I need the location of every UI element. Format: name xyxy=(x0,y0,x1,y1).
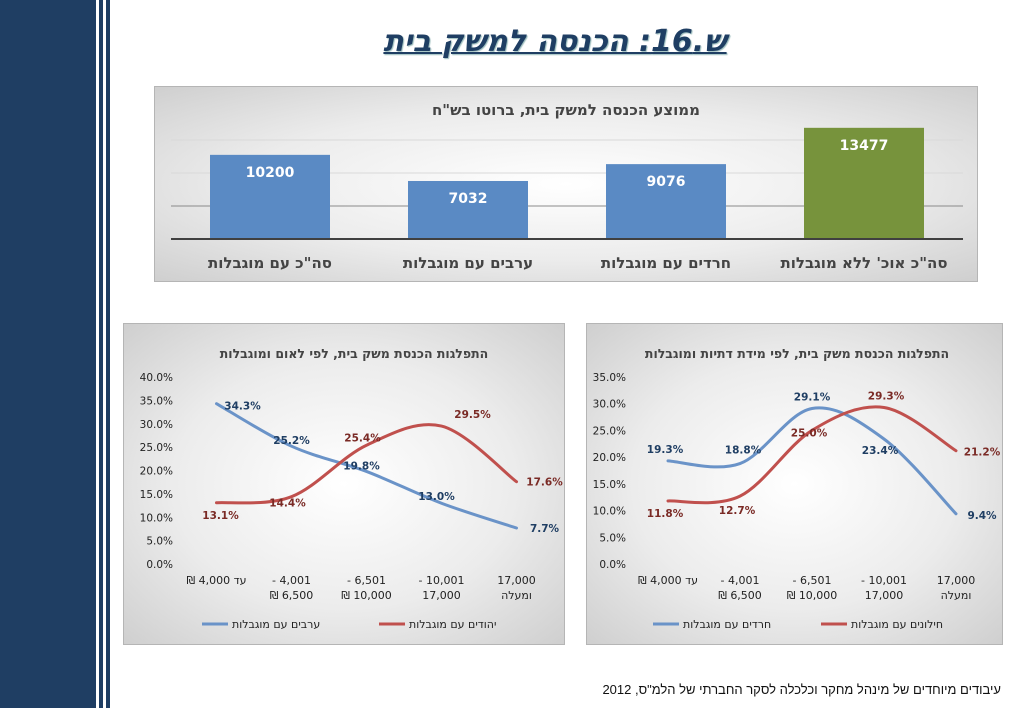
y-tick-label: 10.0% xyxy=(593,506,626,518)
bar-value-label: 13477 xyxy=(840,138,889,154)
data-label: 21.2% xyxy=(964,447,1001,459)
series-line xyxy=(215,423,518,505)
category-label: חרדים עם מוגבלות xyxy=(601,254,731,272)
bar-chart: ממוצע הכנסה למשק בית, ברוטו בש"ח 10200 סה"… xyxy=(171,101,963,272)
data-label: 7.7% xyxy=(530,523,560,535)
y-tick-label: 35.0% xyxy=(593,372,626,384)
chart-title: ממוצע הכנסה למשק בית, ברוטו בש"ח xyxy=(432,101,700,119)
x-tick-label: 17,000 ומעלה xyxy=(497,574,536,602)
x-tick-label: 4,001 -6,500 ₪ xyxy=(718,574,762,602)
y-tick-label: 0.0% xyxy=(146,559,173,571)
data-label: 13.1% xyxy=(202,510,239,522)
data-label: 19.3% xyxy=(647,444,684,456)
x-tick-label: 6,501 -10,000 ₪ xyxy=(341,574,392,602)
y-tick-label: 15.0% xyxy=(593,479,626,491)
data-label: 23.4% xyxy=(862,445,899,457)
bar xyxy=(606,164,726,239)
chart-title: התפלגות הכנסת משק בית, לפי לאום ומוגבלות xyxy=(220,346,488,361)
x-tick-label: 10,001 -17,000 xyxy=(419,574,465,602)
footnote: עיבודים מיוחדים של מינהל מחקר וכלכלה לסק… xyxy=(602,682,1001,697)
data-label: 11.8% xyxy=(647,508,684,520)
y-tick-label: 0.0% xyxy=(599,559,626,571)
sidebar-stripe-2 xyxy=(106,0,110,708)
data-label: 29.5% xyxy=(454,409,491,421)
x-tick-label: עד 4,000 ₪ xyxy=(186,574,246,587)
data-label: 25.4% xyxy=(344,432,381,444)
bar xyxy=(804,127,924,239)
data-label: 29.1% xyxy=(794,392,831,404)
data-label: 12.7% xyxy=(719,505,756,517)
data-label: 9.4% xyxy=(967,510,997,522)
y-tick-label: 30.0% xyxy=(140,419,173,431)
x-tick-label: 10,001 -17,000 xyxy=(861,574,907,602)
nationality-line-chart-panel: התפלגות הכנסת משק בית, לפי לאום ומוגבלות… xyxy=(123,323,565,645)
y-tick-label: 20.0% xyxy=(140,466,173,478)
y-tick-label: 20.0% xyxy=(593,452,626,464)
data-label: 29.3% xyxy=(868,390,905,402)
x-tick-label: 4,001 -6,500 ₪ xyxy=(270,574,314,602)
y-tick-label: 25.0% xyxy=(140,442,173,454)
chart-title: התפלגות הכנסת משק בית, לפי מידת דתיות ומ… xyxy=(645,346,949,361)
bar xyxy=(408,180,528,239)
bar-chart-panel: ממוצע הכנסה למשק בית, ברוטו בש"ח 10200 סה"… xyxy=(154,86,978,282)
legend-label: ערבים עם מוגבלות xyxy=(232,618,320,631)
sidebar-stripe xyxy=(99,0,103,708)
sidebar-band xyxy=(0,0,96,708)
legend-label: חילונים עם מוגבלות xyxy=(851,618,943,631)
category-label: סה"כ אוכ' ללא מוגבלות xyxy=(780,254,947,272)
series-line xyxy=(666,405,958,505)
x-tick-label: 6,501 -10,000 ₪ xyxy=(787,574,838,602)
religiosity-line-chart: התפלגות הכנסת משק בית, לפי מידת דתיות ומ… xyxy=(593,346,1001,631)
series-line xyxy=(215,402,518,530)
data-label: 19.8% xyxy=(343,460,380,472)
series-line xyxy=(666,406,958,516)
y-tick-label: 35.0% xyxy=(140,395,173,407)
category-label: ערבים עם מוגבלות xyxy=(403,254,533,272)
data-label: 25.2% xyxy=(273,435,310,447)
y-tick-label: 10.0% xyxy=(140,512,173,524)
y-tick-label: 25.0% xyxy=(593,425,626,437)
bar-value-label: 10200 xyxy=(246,165,295,181)
y-tick-label: 5.0% xyxy=(146,536,173,548)
data-label: 34.3% xyxy=(224,401,261,413)
legend-label: יהודים עם מוגבלות xyxy=(409,618,496,631)
y-tick-label: 5.0% xyxy=(599,532,626,544)
legend-label: חרדים עם מוגבלות xyxy=(683,618,771,631)
data-label: 13.0% xyxy=(418,491,455,503)
y-tick-label: 15.0% xyxy=(140,489,173,501)
bar xyxy=(210,154,330,239)
x-tick-label: עד 4,000 ₪ xyxy=(638,574,698,587)
data-label: 25.0% xyxy=(791,427,828,439)
page-title: ש.16: הכנסה למשק בית xyxy=(383,24,727,59)
data-label: 18.8% xyxy=(725,445,762,457)
bar-value-label: 9076 xyxy=(647,174,686,190)
bar-value-label: 7032 xyxy=(449,191,488,207)
religiosity-line-chart-panel: התפלגות הכנסת משק בית, לפי מידת דתיות ומ… xyxy=(586,323,1003,645)
nationality-line-chart: התפלגות הכנסת משק בית, לפי לאום ומוגבלות… xyxy=(140,346,564,631)
x-tick-label: 17,000 ומעלה xyxy=(937,574,976,602)
data-label: 14.4% xyxy=(269,498,306,510)
y-tick-label: 40.0% xyxy=(140,372,173,384)
y-tick-label: 30.0% xyxy=(593,399,626,411)
data-label: 17.6% xyxy=(526,477,563,489)
category-label: סה"כ עם מוגבלות xyxy=(208,254,332,272)
